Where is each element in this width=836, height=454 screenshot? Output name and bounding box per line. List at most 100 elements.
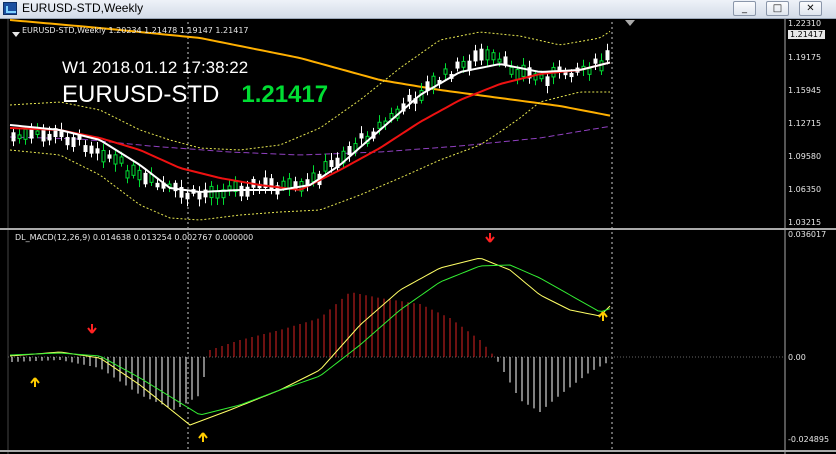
candle-body <box>95 148 100 154</box>
price-axis-label: 1.19175 <box>788 53 822 62</box>
candle-body <box>569 72 574 78</box>
timeframe-time-label: W1 2018.01.12 17:38:22 <box>62 58 249 77</box>
panel-separator-bottom <box>0 450 836 452</box>
candle-body <box>491 52 496 61</box>
candle-body <box>539 74 544 80</box>
candle-body <box>41 128 46 142</box>
panel-separator[interactable] <box>0 228 836 230</box>
candle-body <box>101 150 106 163</box>
window-titlebar[interactable]: EURUSD-STD,Weekly _ □ ✕ <box>0 0 836 19</box>
price-axis-label: 1.09580 <box>788 152 822 161</box>
current-price-label: 1.21417 <box>788 30 826 39</box>
window-title: EURUSD-STD,Weekly <box>22 1 144 15</box>
candle-body <box>83 145 88 153</box>
candle-body <box>311 172 316 183</box>
candle-body <box>239 185 244 197</box>
candle-body <box>197 191 202 200</box>
candle-body <box>515 69 520 81</box>
price-chart-canvas[interactable] <box>0 19 836 454</box>
bollinger-lower-band <box>9 91 610 221</box>
candle-body <box>215 190 220 199</box>
close-button[interactable]: ✕ <box>799 1 822 16</box>
restore-icon: □ <box>772 3 783 14</box>
minimize-icon: _ <box>742 3 747 14</box>
candle-body <box>47 133 52 141</box>
price-axis-label: 1.06350 <box>788 185 822 194</box>
candle-body <box>533 73 538 81</box>
candle-body <box>155 182 160 188</box>
candle-body <box>485 49 490 61</box>
candle-body <box>461 60 466 68</box>
candle-body <box>107 154 112 159</box>
candle-body <box>605 50 610 61</box>
price-axis-label: 1.22310 <box>788 19 822 28</box>
candle-body <box>173 182 178 192</box>
symbol-price-label: EURUSD-STD 1.21417 <box>62 81 328 109</box>
candle-body <box>509 66 514 75</box>
bollinger-upper-band <box>9 30 611 151</box>
candle-body <box>89 145 94 154</box>
candle-body <box>497 58 502 63</box>
candle-body <box>77 135 82 140</box>
candle-body <box>455 61 460 69</box>
macd-panel-header: DL_MACD(12,26,9) 0.014638 0.013254 0.002… <box>15 233 254 242</box>
symbol-name: EURUSD-STD <box>62 81 220 108</box>
candle-body <box>179 186 184 198</box>
candle-body <box>473 50 478 62</box>
macd-scale-label: 0.036017 <box>788 230 827 239</box>
chart-area[interactable] <box>0 19 836 454</box>
sell-arrow-icon <box>87 324 97 334</box>
minimize-button[interactable]: _ <box>733 1 756 16</box>
symbol-dropdown-icon[interactable] <box>12 32 20 37</box>
buy-arrow-icon <box>598 311 608 321</box>
candle-body <box>185 192 190 200</box>
candle-body <box>323 161 328 172</box>
candle-body <box>407 94 412 102</box>
candle-body <box>125 170 130 179</box>
candle-body <box>347 146 352 156</box>
candle-body <box>227 185 232 191</box>
candle-body <box>119 156 124 164</box>
candle-body <box>521 64 526 77</box>
candle-body <box>29 128 34 139</box>
candle-body <box>65 136 70 146</box>
candle-body <box>545 76 550 86</box>
candle-body <box>71 137 76 148</box>
close-icon: ✕ <box>806 3 815 14</box>
price-axis-label: 1.03215 <box>788 218 822 227</box>
candle-body <box>35 130 40 135</box>
candle-body <box>143 172 148 185</box>
candle-body <box>503 56 508 65</box>
candle-body <box>11 132 16 142</box>
candle-body <box>287 178 292 189</box>
last-price: 1.21417 <box>241 81 329 108</box>
candle-body <box>221 189 226 199</box>
main-panel-header: EURUSD-STD,Weekly 1.20234 1.21478 1.1914… <box>22 26 249 35</box>
candle-body <box>269 178 274 190</box>
candle-body <box>23 128 28 140</box>
candle-body <box>329 160 334 167</box>
candle-body <box>263 177 268 189</box>
candle-body <box>203 189 208 198</box>
candle-body <box>113 154 118 165</box>
fast-ma-line <box>9 61 611 193</box>
candle-body <box>479 48 484 61</box>
candle-body <box>131 164 136 176</box>
chart-shift-marker[interactable] <box>625 20 635 26</box>
candle-body <box>443 68 448 75</box>
price-axis-label: 1.15945 <box>788 86 822 95</box>
candle-body <box>593 58 598 64</box>
buy-arrow-icon <box>198 432 208 442</box>
buy-arrow-icon <box>30 377 40 387</box>
macd-signal-line <box>9 264 611 416</box>
candle-body <box>233 181 238 192</box>
sell-arrow-icon <box>485 233 495 243</box>
macd-scale-label: -0.024895 <box>788 435 830 444</box>
candle-body <box>137 169 142 181</box>
restore-button[interactable]: □ <box>766 1 789 16</box>
candle-body <box>587 68 592 75</box>
candle-body <box>245 186 250 197</box>
macd-line <box>9 257 611 426</box>
candle-body <box>359 133 364 139</box>
candle-body <box>17 134 22 140</box>
